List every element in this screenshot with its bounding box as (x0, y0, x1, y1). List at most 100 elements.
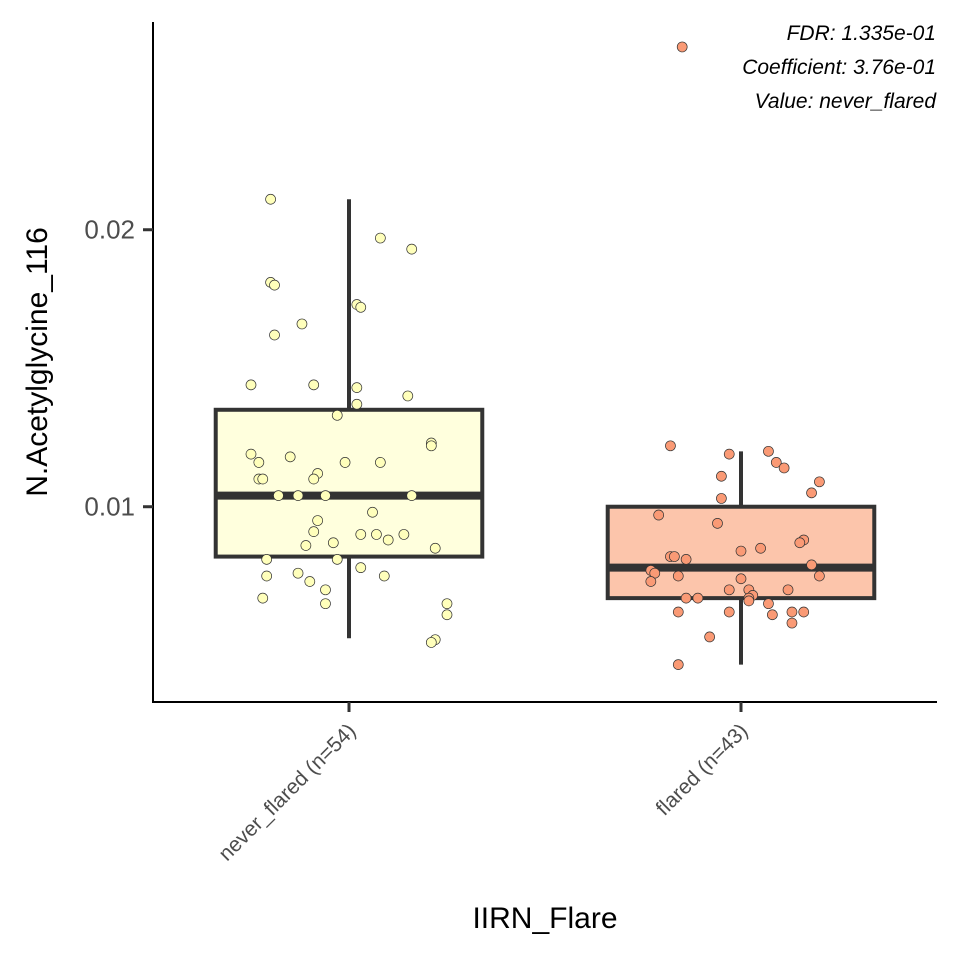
data-point (308, 379, 320, 391)
data-point (320, 490, 331, 501)
data-point (743, 595, 755, 607)
data-point (257, 592, 269, 604)
data-point (786, 606, 798, 618)
data-point (735, 573, 747, 585)
data-point (778, 462, 790, 474)
data-point (406, 243, 418, 255)
data-point (735, 545, 747, 557)
x-tick-label: never_flared (n=54) (214, 719, 360, 865)
annotation-fdr: FDR: 1.335e-01 (787, 22, 936, 45)
data-point (704, 631, 715, 643)
data-point (665, 440, 676, 452)
data-point (672, 606, 684, 618)
data-point (308, 526, 320, 538)
data-point (794, 537, 806, 549)
data-point (672, 659, 684, 670)
data-point (367, 506, 378, 518)
annotation-value: Value: never_flared (755, 90, 938, 113)
data-point (320, 598, 331, 610)
data-point (312, 515, 323, 526)
data-point (355, 562, 367, 574)
data-point (339, 457, 351, 468)
data-point (273, 490, 284, 501)
data-point (300, 540, 312, 551)
data-point (763, 598, 774, 610)
data-point (304, 576, 316, 587)
data-point (680, 592, 692, 604)
x-tick-label: flared (n=43) (652, 719, 753, 820)
data-point (712, 517, 723, 529)
data-point (351, 382, 363, 393)
points-layer (245, 41, 825, 670)
data-point (814, 570, 825, 582)
data-point (672, 570, 684, 582)
annotation-coefficient: Coefficient: 3.76e-01 (742, 56, 936, 79)
data-point (806, 487, 817, 499)
data-point (327, 537, 339, 549)
data-point (245, 379, 257, 391)
data-point (786, 617, 798, 629)
boxes-layer (213, 199, 877, 665)
data-point (429, 542, 441, 554)
data-point (676, 41, 688, 53)
data-point (371, 529, 382, 540)
data-point (292, 490, 304, 501)
data-point (351, 398, 363, 410)
data-point (770, 457, 782, 468)
data-point (723, 448, 735, 460)
data-point (292, 567, 304, 579)
data-point (441, 609, 453, 621)
data-point (269, 279, 280, 291)
data-point (763, 445, 774, 457)
data-point (723, 584, 735, 596)
data-point (265, 193, 276, 205)
data-point (375, 232, 386, 244)
data-point (245, 448, 257, 460)
data-point (425, 440, 437, 452)
data-point (378, 570, 390, 582)
y-axis-title: N.Acetylglycine_116 (21, 227, 54, 497)
data-point (806, 559, 817, 571)
data-point (257, 473, 269, 485)
data-point (261, 570, 273, 582)
data-point (296, 318, 308, 330)
x-axis-title: IIRN_Flare (472, 902, 617, 935)
data-point (382, 534, 394, 546)
y-tick-label: 0.01 (84, 492, 135, 522)
data-point (716, 470, 727, 482)
data-point (425, 637, 437, 648)
box (213, 407, 485, 559)
y-ticks: 0.01 0.02 (84, 215, 153, 522)
data-point (767, 609, 778, 621)
data-point (320, 584, 331, 596)
data-point (402, 390, 414, 402)
data-point (253, 457, 265, 468)
data-point (814, 476, 825, 488)
data-point (716, 493, 727, 504)
x-ticks: never_flared (n=54) flared (n=43) (214, 702, 753, 866)
data-point (261, 554, 273, 565)
data-point (798, 606, 810, 618)
data-point (375, 457, 386, 468)
data-point (406, 490, 418, 501)
data-point (653, 509, 665, 521)
data-point (723, 606, 735, 618)
data-point (645, 576, 657, 587)
data-point (284, 451, 296, 463)
data-point (398, 529, 410, 540)
data-point (680, 554, 692, 565)
data-point (441, 598, 453, 610)
box-group (213, 199, 485, 639)
box-group (605, 451, 877, 665)
y-tick-label: 0.02 (84, 215, 135, 245)
data-point (355, 529, 367, 540)
data-point (269, 329, 280, 341)
data-point (755, 542, 766, 554)
data-point (331, 554, 343, 565)
data-point (355, 301, 367, 313)
data-point (782, 584, 794, 596)
data-point (692, 592, 704, 604)
data-point (669, 551, 680, 562)
